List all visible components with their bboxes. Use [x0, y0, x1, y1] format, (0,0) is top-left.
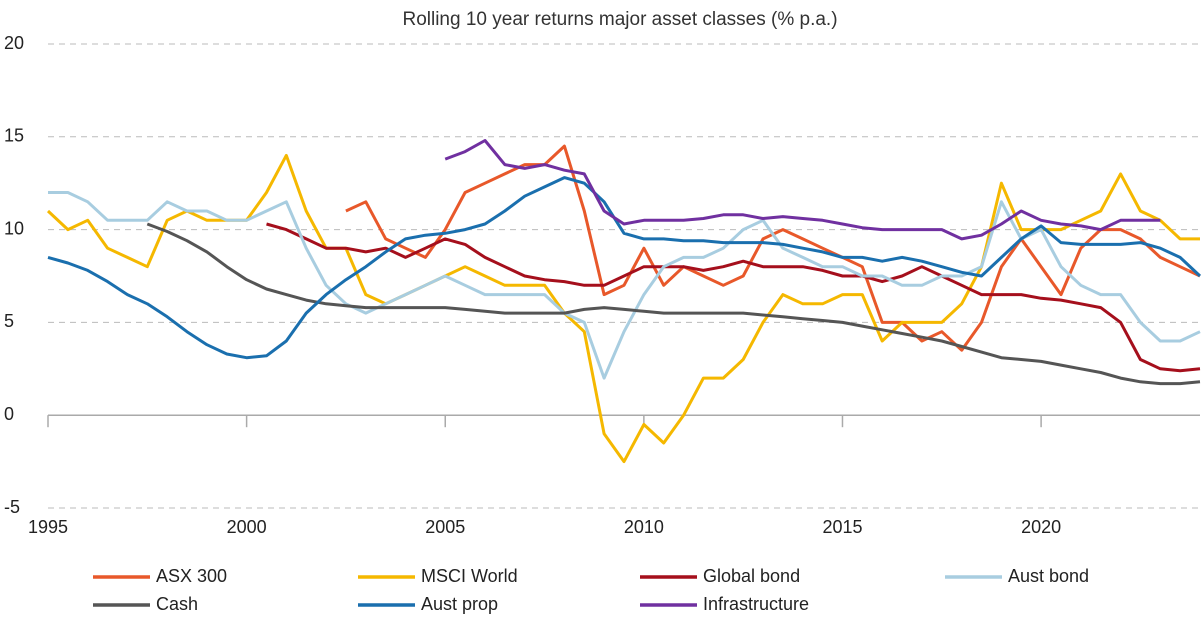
series-line — [47, 176, 1202, 360]
x-tick-label: 2005 — [425, 517, 465, 537]
y-tick-label: -5 — [4, 497, 20, 517]
x-tick-label: 1995 — [28, 517, 68, 537]
y-tick-label: 20 — [4, 33, 24, 53]
legend-label: MSCI World — [421, 566, 518, 586]
legend-label: Global bond — [703, 566, 800, 586]
x-tick-label: 2000 — [227, 517, 267, 537]
x-tick-label: 2010 — [624, 517, 664, 537]
series-line — [48, 191, 1201, 380]
chart-title: Rolling 10 year returns major asset clas… — [402, 9, 837, 30]
series-line — [444, 139, 1161, 241]
legend-label: ASX 300 — [156, 566, 227, 586]
legend-label: Aust prop — [421, 594, 498, 614]
y-tick-label: 5 — [4, 311, 14, 331]
series-line — [146, 222, 1201, 386]
x-tick-label: 2015 — [822, 517, 862, 537]
y-tick-label: 10 — [4, 218, 24, 238]
legend-label: Aust bond — [1008, 566, 1089, 586]
legend-label: Infrastructure — [703, 594, 809, 614]
series-line — [345, 144, 1201, 352]
y-tick-label: 15 — [4, 126, 24, 146]
legend-label: Cash — [156, 594, 198, 614]
y-tick-label: 0 — [4, 404, 14, 424]
x-tick-label: 2020 — [1021, 517, 1061, 537]
series-line — [266, 222, 1201, 373]
